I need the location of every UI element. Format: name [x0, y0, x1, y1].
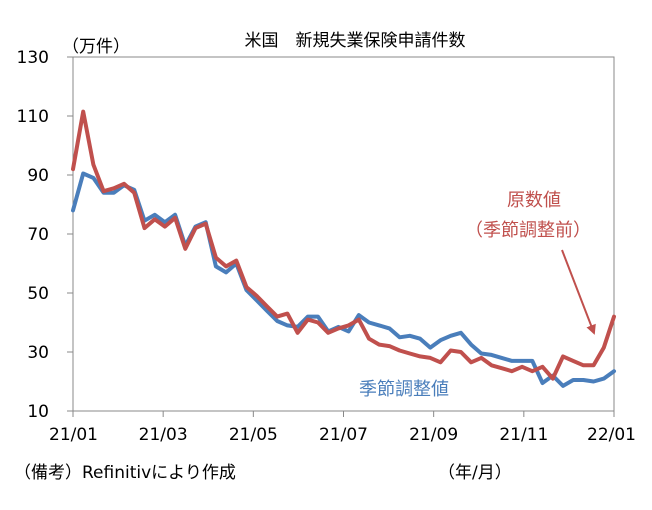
x-axis-unit-label: （年/月） — [438, 463, 512, 483]
y-axis-unit-label: （万件） — [62, 37, 130, 57]
chart-title: 米国 新規失業保険申請件数 — [245, 31, 466, 51]
source-note: （備考）Refinitivにより作成 — [14, 463, 236, 483]
y-tick-label: 50 — [27, 284, 49, 304]
annotation-arrow — [561, 249, 596, 335]
original-values-annotation-line1: 原数値 — [507, 190, 561, 211]
plot-area — [72, 56, 615, 412]
x-tick-label: 21/09 — [409, 425, 458, 445]
x-tick-label: 21/03 — [139, 425, 188, 445]
x-tick-label: 21/05 — [229, 425, 278, 445]
y-tick-label: 90 — [27, 166, 49, 186]
seasonally-adjusted-annotation: 季節調整値 — [359, 379, 449, 400]
y-tick-label: 10 — [27, 402, 49, 422]
y-tick-label: 130 — [17, 48, 49, 68]
x-tick-label: 21/01 — [49, 425, 98, 445]
original-values-line — [71, 109, 616, 381]
y-tick-label: 30 — [27, 343, 49, 363]
y-tick-label: 110 — [17, 107, 49, 127]
seasonally-adjusted-line — [71, 171, 616, 388]
x-tick-label: 21/11 — [499, 425, 548, 445]
x-tick-label: 21/07 — [319, 425, 368, 445]
original-values-annotation-line2: （季節調整前） — [465, 220, 591, 241]
x-tick-label: 22/01 — [587, 425, 636, 445]
y-tick-label: 70 — [27, 225, 49, 245]
